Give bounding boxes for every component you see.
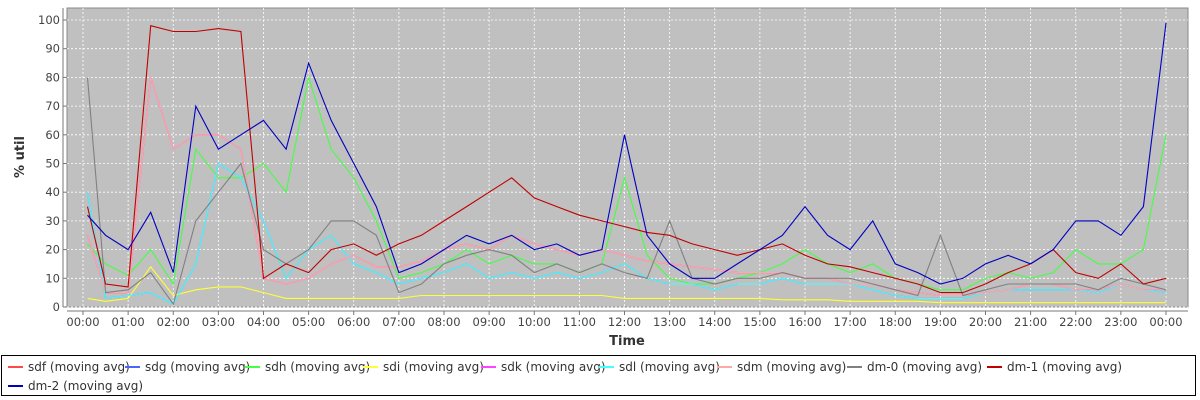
- x-tick-label: 09:00: [473, 315, 506, 329]
- y-tick-label: 10: [45, 271, 60, 285]
- x-tick-label: 10:00: [518, 315, 551, 329]
- legend-label: sdk (moving avg): [501, 360, 606, 374]
- plot-area: [66, 7, 1189, 308]
- x-tick-label: 03:00: [202, 315, 235, 329]
- series-line-dm-2: [87, 22, 1167, 285]
- legend-label: dm-1 (moving avg): [1007, 360, 1123, 374]
- axes: 0 10 20 30 40 50 60 70 80 90 100 00:00 01:00 02:00 03:…: [38, 8, 1188, 329]
- legend-swatch: [599, 366, 614, 368]
- x-tick-label: 06:00: [337, 315, 370, 329]
- y-axis-label: % util: [13, 136, 28, 178]
- legend-swatch: [847, 366, 862, 368]
- y-tick-label: 30: [45, 214, 60, 228]
- x-tick-label: 01:00: [112, 315, 145, 329]
- legend-swatch: [8, 366, 23, 368]
- series-lines: [86, 22, 1167, 306]
- x-tick-label: 15:00: [743, 315, 776, 329]
- x-tick-label: 07:00: [382, 315, 415, 329]
- legend-label: sdg (moving avg): [145, 360, 251, 374]
- y-tick-label: 70: [45, 99, 60, 113]
- legend-swatch: [125, 366, 140, 368]
- series-line-sdi: [87, 265, 1166, 304]
- x-tick-label: 08:00: [427, 315, 460, 329]
- x-tick-label: 02:00: [157, 315, 190, 329]
- x-axis-label: Time: [609, 334, 645, 349]
- legend-item-sdh: sdh (moving avg): [245, 360, 370, 374]
- legend-item-sdl: sdl (moving avg): [599, 360, 720, 374]
- x-tick-label: 11:00: [563, 315, 596, 329]
- y-tick-label: 80: [45, 70, 60, 84]
- gridlines: [67, 8, 1188, 308]
- legend-swatch: [481, 366, 496, 368]
- legend-label: dm-0 (moving avg): [867, 360, 983, 374]
- y-tick-label: 0: [53, 300, 60, 314]
- legend-item-dm-2: dm-2 (moving avg): [8, 379, 143, 393]
- legend-swatch: [363, 366, 378, 368]
- legend-label: sdm (moving avg): [737, 360, 847, 374]
- x-tick-label: 17:00: [834, 315, 867, 329]
- y-tick-label: 50: [45, 157, 60, 171]
- legend-item-sdm: sdm (moving avg): [717, 360, 846, 374]
- legend-item-sdf: sdf (moving avg): [8, 360, 130, 374]
- series-line-dm-1: [86, 25, 1167, 294]
- legend-item-sdg: sdg (moving avg): [125, 360, 250, 374]
- x-tick-label: 13:00: [653, 315, 686, 329]
- legend-label: sdf (moving avg): [28, 360, 130, 374]
- x-tick-label: 20:00: [969, 315, 1002, 329]
- y-tick-label: 40: [45, 185, 60, 199]
- legend-label: dm-2 (moving avg): [28, 379, 144, 393]
- y-tick-label: 100: [38, 13, 60, 27]
- x-tick-label: 22:00: [1059, 315, 1092, 329]
- y-tick-label: 20: [45, 243, 60, 257]
- legend-label: sdh (moving avg): [265, 360, 371, 374]
- legend-item-dm-1: dm-1 (moving avg): [987, 360, 1122, 374]
- x-tick-label: 00:00: [66, 315, 99, 329]
- legend-item-dm-0: dm-0 (moving avg): [847, 360, 982, 374]
- x-tick-label: 23:00: [1104, 315, 1137, 329]
- series-line-dm-0: [86, 77, 1167, 306]
- legend-swatch: [245, 366, 260, 368]
- legend-swatch: [987, 366, 1002, 368]
- x-tick-label: 14:00: [698, 315, 731, 329]
- legend-swatch: [8, 385, 23, 387]
- legend-item-sdi: sdi (moving avg): [363, 360, 484, 374]
- x-tick-label: 19:00: [924, 315, 957, 329]
- y-tick-label: 90: [45, 42, 60, 56]
- legend-label: sdl (moving avg): [619, 360, 720, 374]
- x-tick-label: 00:00: [1149, 315, 1182, 329]
- x-tick-label: 12:00: [608, 315, 641, 329]
- x-tick-label: 05:00: [292, 315, 325, 329]
- x-tick-label: 04:00: [247, 315, 280, 329]
- legend-swatch: [717, 366, 732, 368]
- y-tick-label: 60: [45, 128, 60, 142]
- x-tick-label: 18:00: [879, 315, 912, 329]
- series-line-sdh: [87, 77, 1167, 291]
- legend: sdf (moving avg) sdg (moving avg) sdh (mov…: [1, 355, 1196, 396]
- x-tick-label: 16:00: [788, 315, 821, 329]
- legend-item-sdk: sdk (moving avg): [481, 360, 606, 374]
- x-tick-label: 21:00: [1014, 315, 1047, 329]
- legend-label: sdi (moving avg): [383, 360, 484, 374]
- line-chart: 0 10 20 30 40 50 60 70 80 90 100 00:00 01:00 02:00 03:…: [13, 7, 1189, 349]
